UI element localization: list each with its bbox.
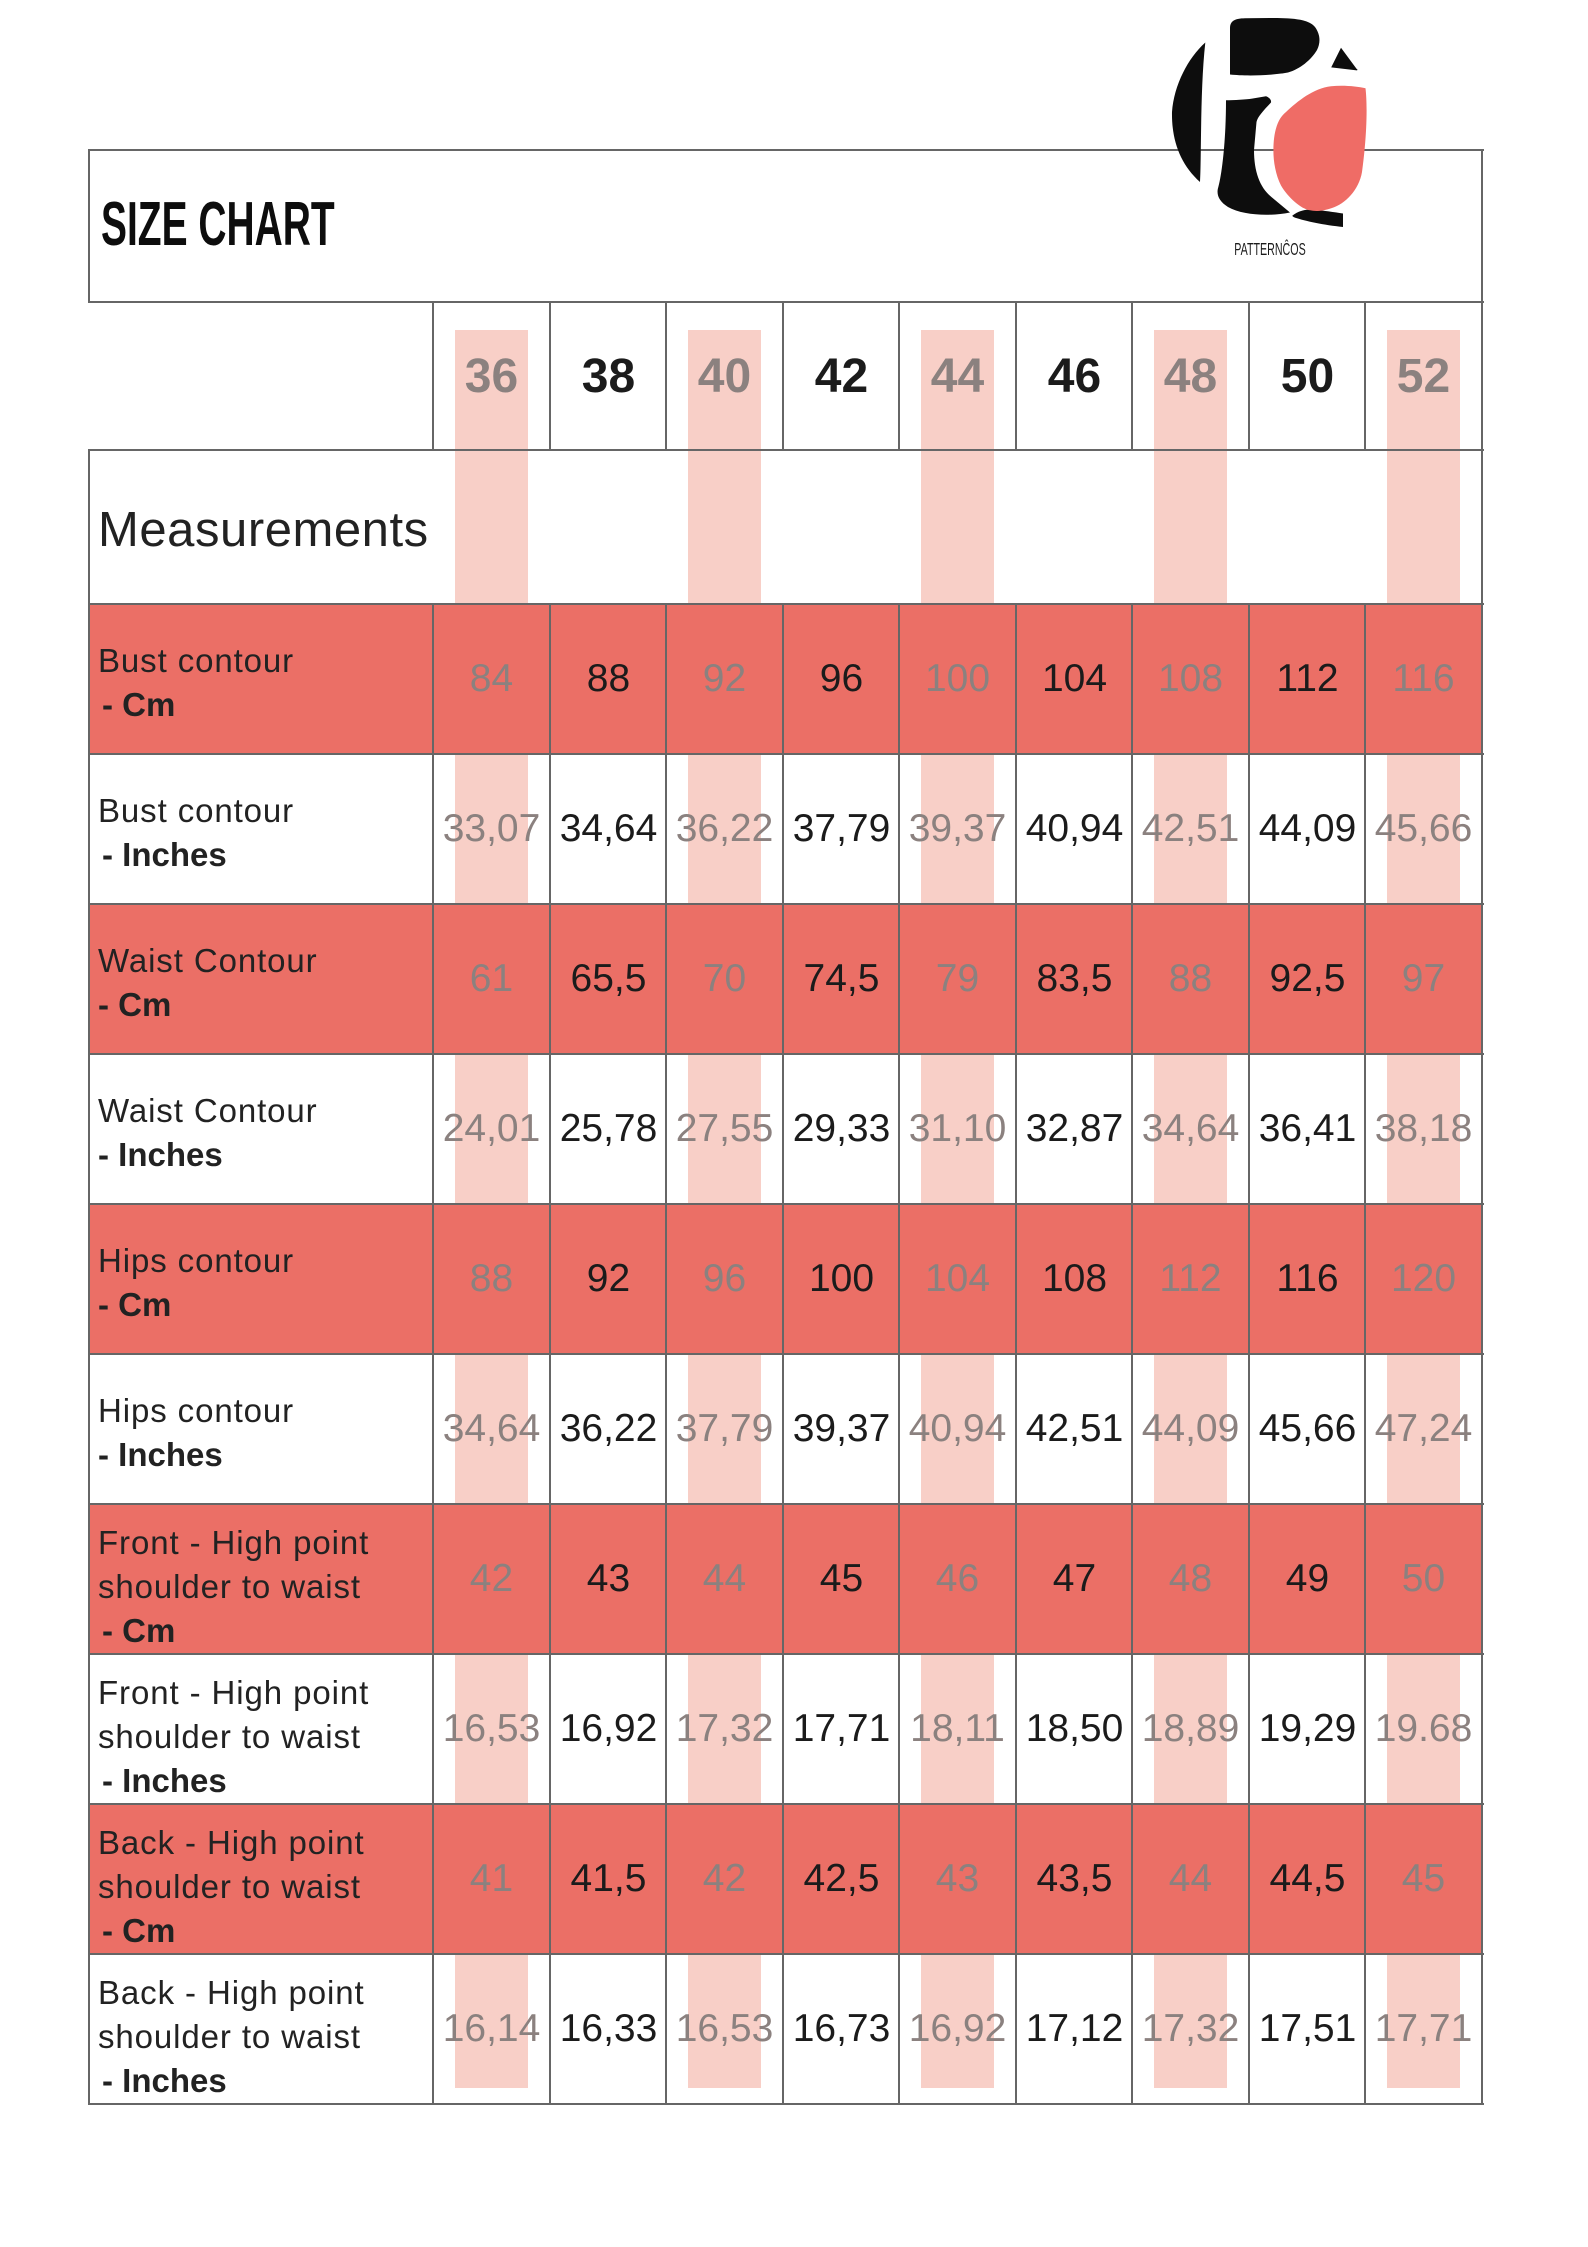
svg-text:PATTERNĈOS: PATTERNĈOS [1234,239,1306,260]
